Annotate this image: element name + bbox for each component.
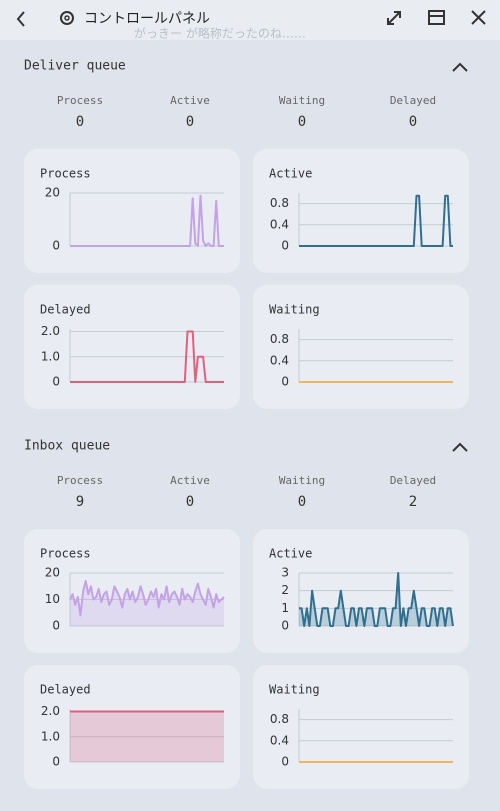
- stat-value: 9: [76, 494, 84, 510]
- stat-label: Process: [57, 474, 103, 487]
- chart-title: Active: [269, 547, 312, 561]
- y-tick-label: 0.8: [270, 712, 289, 726]
- line: [70, 194, 224, 247]
- y-tick-label: 0.4: [270, 217, 289, 231]
- chart-title: Waiting: [269, 303, 320, 317]
- y-tick-label: 2: [281, 583, 289, 597]
- y-tick-label: 2.0: [41, 324, 60, 338]
- expand-button[interactable]: [387, 11, 401, 25]
- chart-title: Process: [40, 167, 91, 181]
- y-tick-label: 0.4: [270, 733, 289, 747]
- y-tick-label: 1: [281, 601, 289, 615]
- y-tick-label: 0: [281, 375, 289, 389]
- chart-title: Waiting: [269, 683, 320, 697]
- line: [299, 194, 453, 247]
- header-title: コントロールパネル: [84, 11, 210, 27]
- collapse-toggle[interactable]: [452, 62, 468, 72]
- settings-icon: [60, 11, 74, 25]
- area: [299, 573, 453, 626]
- stat-value: 2: [409, 494, 417, 510]
- y-tick-label: 0.8: [270, 196, 289, 210]
- stat-label: Delayed: [390, 474, 436, 487]
- stat-label: Waiting: [279, 474, 325, 487]
- line: [299, 572, 454, 627]
- y-tick-label: 2.0: [41, 704, 60, 718]
- y-tick-label: 0: [52, 375, 60, 389]
- y-tick-label: 1.0: [41, 349, 60, 363]
- chart-title: Delayed: [40, 303, 91, 317]
- close-button[interactable]: [471, 10, 486, 25]
- chart-card: [24, 665, 240, 789]
- y-tick-label: 20: [45, 566, 60, 580]
- y-tick-label: 0: [52, 619, 60, 633]
- line: [70, 330, 224, 383]
- collapse-toggle[interactable]: [452, 442, 468, 452]
- section-title: Deliver queue: [24, 59, 126, 74]
- chart-card: [253, 285, 469, 409]
- stat-value: 0: [298, 114, 306, 130]
- chart-title: Active: [269, 167, 312, 181]
- y-tick-label: 3: [281, 566, 289, 580]
- y-tick-label: 0.4: [270, 353, 289, 367]
- y-tick-label: 0: [281, 755, 289, 769]
- y-tick-label: 0: [52, 239, 60, 253]
- back-button[interactable]: [16, 11, 25, 27]
- stat-value: 0: [298, 494, 306, 510]
- background-text: がっきー が略称だったのね……: [134, 26, 306, 41]
- stat-label: Active: [170, 94, 210, 107]
- chart-title: Process: [40, 547, 91, 561]
- stat-value: 0: [186, 114, 194, 130]
- y-tick-label: 0: [52, 755, 60, 769]
- chart-card: [24, 149, 240, 273]
- y-tick-label: 0: [281, 239, 289, 253]
- stat-value: 0: [186, 494, 194, 510]
- stat-label: Process: [57, 94, 103, 107]
- header-bar: [0, 0, 500, 40]
- chart-card: [253, 665, 469, 789]
- stat-label: Waiting: [279, 94, 325, 107]
- stat-value: 0: [409, 114, 417, 130]
- y-tick-label: 0.8: [270, 332, 289, 346]
- section-title: Inbox queue: [24, 439, 110, 454]
- chart-title: Delayed: [40, 683, 91, 697]
- y-tick-label: 0: [281, 619, 289, 633]
- stat-value: 0: [76, 114, 84, 130]
- window-button[interactable]: [428, 10, 445, 25]
- y-tick-label: 1.0: [41, 729, 60, 743]
- y-tick-label: 10: [45, 592, 60, 606]
- stat-label: Delayed: [390, 94, 436, 107]
- y-tick-label: 20: [45, 186, 60, 200]
- area: [70, 711, 224, 762]
- stat-label: Active: [170, 474, 210, 487]
- line: [69, 580, 225, 617]
